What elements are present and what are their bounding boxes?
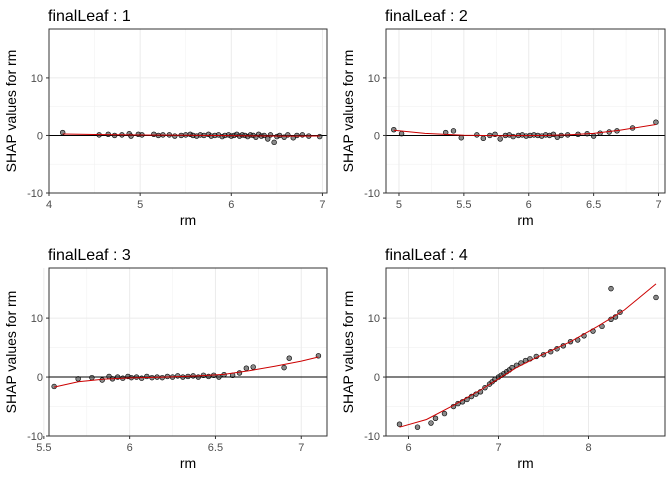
data-point <box>243 365 250 371</box>
data-point <box>172 133 178 139</box>
data-point <box>396 421 403 427</box>
smooth-line <box>53 356 319 388</box>
data-point <box>608 285 614 292</box>
x-tick-label: 6 <box>228 199 234 211</box>
panel-border <box>48 28 328 194</box>
data-point <box>175 373 181 379</box>
panel-border <box>385 28 666 194</box>
x-tick-label: 7 <box>298 442 304 454</box>
data-point <box>133 374 140 380</box>
smooth-line <box>399 283 657 428</box>
x-tick-label: 5 <box>396 199 402 211</box>
x-tick-label: 8 <box>585 442 591 454</box>
data-point <box>151 131 157 138</box>
panel-title: finalLeaf : 2 <box>385 8 468 25</box>
x-tick-label: 5.5 <box>36 442 51 454</box>
y-tick-label: 10 <box>31 313 43 325</box>
panel-title: finalLeaf : 3 <box>48 247 131 264</box>
data-point <box>450 128 457 134</box>
data-point <box>294 132 300 139</box>
data-point <box>138 375 145 381</box>
data-point <box>414 424 421 430</box>
smooth-line <box>393 124 656 137</box>
data-point <box>236 370 243 376</box>
data-point <box>458 135 464 141</box>
chart-panel-2: 5 5.5 6 6.5 7 -10 0 10 finalLeaf : 2 rm SHAP value… <box>340 8 666 228</box>
data-point <box>441 410 448 417</box>
x-tick-label: 6.5 <box>208 442 223 454</box>
smooth-line <box>62 133 320 137</box>
data-point <box>286 355 292 361</box>
panel-title: finalLeaf : 1 <box>48 8 131 25</box>
data-point <box>144 373 150 380</box>
y-tick-label: 0 <box>37 372 43 384</box>
y-tick-label: -10 <box>364 188 380 200</box>
data-point <box>281 364 287 371</box>
data-point <box>428 420 434 426</box>
panel-border <box>48 267 328 437</box>
data-point <box>398 131 405 137</box>
data-point <box>267 132 274 138</box>
data-point <box>265 136 271 142</box>
data-point <box>317 133 323 140</box>
y-axis-label: SHAP values for rm <box>3 291 19 414</box>
x-axis-label: rm <box>180 212 196 228</box>
y-tick-label: 10 <box>368 73 380 85</box>
data-point <box>128 133 134 139</box>
data-point <box>276 132 283 139</box>
chart-panel-4: 6 7 8 -10 0 10 finalLeaf : 4 rm SHAP values for … <box>340 247 666 471</box>
data-point <box>653 294 659 301</box>
y-tick-label: 0 <box>374 130 380 142</box>
x-tick-label: 4 <box>46 199 52 211</box>
data-point <box>99 377 105 383</box>
data-point <box>497 136 503 142</box>
x-tick-label: 5.5 <box>456 199 471 211</box>
y-axis-label: SHAP values for rm <box>340 291 356 414</box>
data-point <box>250 364 256 370</box>
y-tick-label: 10 <box>31 73 43 85</box>
data-point <box>432 415 439 422</box>
chart-panel-1: 4 5 6 7 -10 0 10 finalLeaf : 1 rm SHAP values for… <box>3 8 328 228</box>
data-point <box>271 139 277 146</box>
data-point <box>75 376 81 382</box>
y-tick-label: -10 <box>364 431 380 443</box>
x-tick-label: 7 <box>655 199 661 211</box>
data-point <box>391 127 397 133</box>
chart-panel-3: 5.5 6 6.5 7 -10 0 10 finalLeaf : 3 rm SHAP values… <box>3 247 328 471</box>
data-point <box>111 132 118 139</box>
x-tick-label: 6 <box>526 199 532 211</box>
x-tick-label: 6 <box>405 442 411 454</box>
y-tick-label: -10 <box>27 188 43 200</box>
y-axis-label: SHAP values for rm <box>340 50 356 173</box>
data-point <box>180 374 186 380</box>
x-axis-label: rm <box>517 455 533 471</box>
y-tick-label: 0 <box>374 372 380 384</box>
data-point <box>590 133 597 139</box>
y-axis-label: SHAP values for rm <box>3 50 19 173</box>
x-tick-label: 6 <box>127 442 133 454</box>
x-tick-label: 5 <box>137 199 143 211</box>
y-tick-label: 10 <box>368 313 380 325</box>
y-tick-label: 0 <box>37 130 43 142</box>
x-tick-label: 7 <box>319 199 325 211</box>
panel-title: finalLeaf : 4 <box>385 247 468 264</box>
x-tick-label: 6.5 <box>586 199 601 211</box>
data-point <box>89 374 95 381</box>
data-point <box>510 133 516 140</box>
x-axis-label: rm <box>180 455 196 471</box>
data-point <box>216 374 222 380</box>
data-point <box>480 135 487 142</box>
x-axis-label: rm <box>517 212 533 228</box>
data-point <box>442 129 449 136</box>
data-point <box>653 119 659 125</box>
panel-border <box>385 267 666 437</box>
data-point <box>299 132 306 138</box>
y-tick-label: -10 <box>27 431 43 443</box>
x-tick-label: 7 <box>495 442 501 454</box>
